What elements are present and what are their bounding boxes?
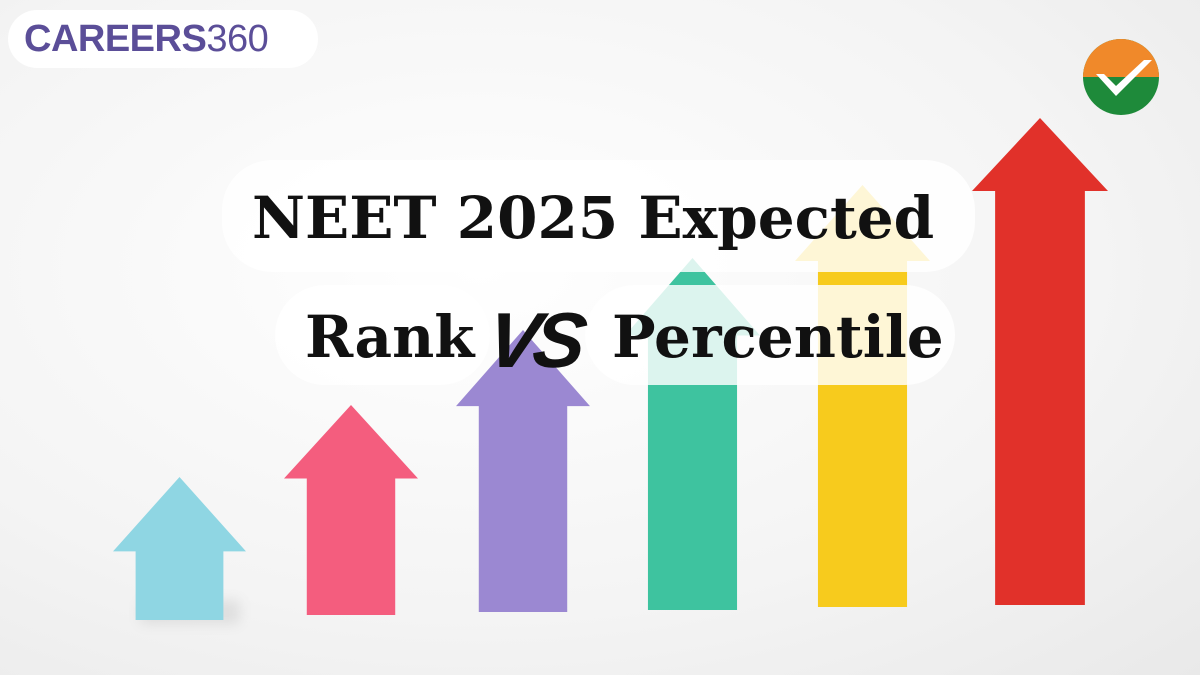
rank-label: Rank [305,303,475,371]
title-pill [222,160,975,272]
rank-pill [275,285,490,385]
headline-title: NEET 2025 Expected [252,184,935,252]
arrow-2 [284,405,418,615]
logo-background [8,10,318,68]
percentile-label: Percentile [612,303,944,371]
careers360-logo: CAREERS360 [24,18,269,60]
arrow-6 [972,118,1108,605]
check-badge-icon [1083,39,1159,115]
percentile-pill [585,285,955,385]
vs-mark: VS [481,296,587,384]
arrow-1 [113,477,246,620]
